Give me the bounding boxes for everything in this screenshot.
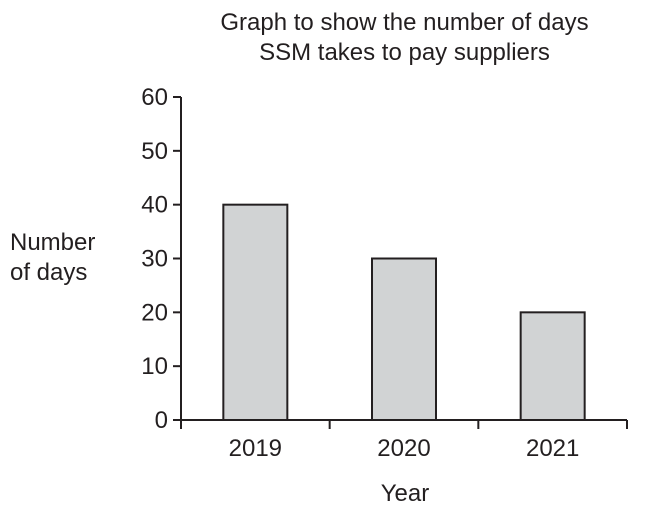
x-tick-label-2019: 2019 (229, 435, 282, 462)
y-tick-label-60: 60 (141, 84, 168, 111)
y-tick-label-40: 40 (141, 192, 168, 219)
y-tick-label-0: 0 (155, 407, 168, 434)
y-tick-label-30: 30 (141, 246, 168, 273)
bar-2021 (521, 312, 585, 420)
y-tick-label-10: 10 (141, 353, 168, 380)
x-tick-label-2020: 2020 (377, 435, 430, 462)
x-axis-label: Year (345, 480, 465, 508)
x-tick-label-2021: 2021 (526, 435, 579, 462)
y-tick-label-50: 50 (141, 138, 168, 165)
bar-2020 (372, 259, 436, 421)
y-tick-label-20: 20 (141, 299, 168, 326)
bar-2019 (223, 205, 287, 420)
